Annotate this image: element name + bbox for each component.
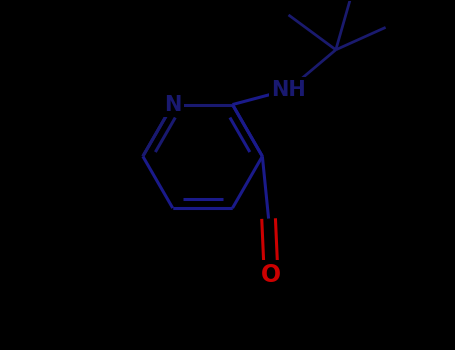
Text: O: O xyxy=(261,262,281,287)
Text: N: N xyxy=(164,94,182,114)
Text: NH: NH xyxy=(271,80,306,100)
